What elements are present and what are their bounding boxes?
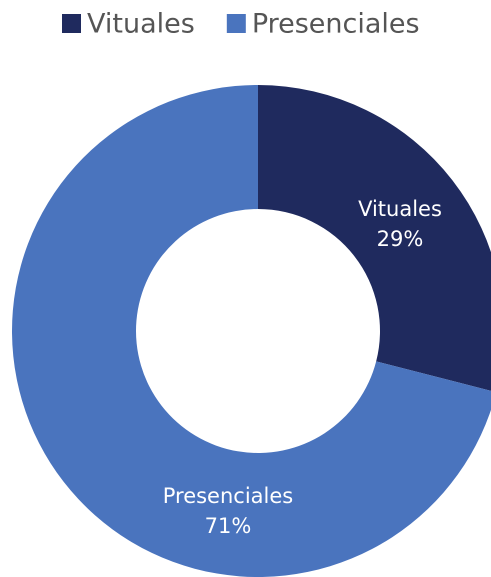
legend-swatch [62,14,81,33]
slice [12,85,491,577]
slice-value: 71% [205,514,252,538]
legend-label: Presenciales [252,9,420,40]
legend-swatch [226,14,246,33]
slice-value: 29% [377,227,424,251]
legend-label: Vituales [87,9,195,40]
slice-label: Presenciales [163,484,294,508]
slice-label: Vituales [358,197,442,221]
slice [258,85,491,391]
